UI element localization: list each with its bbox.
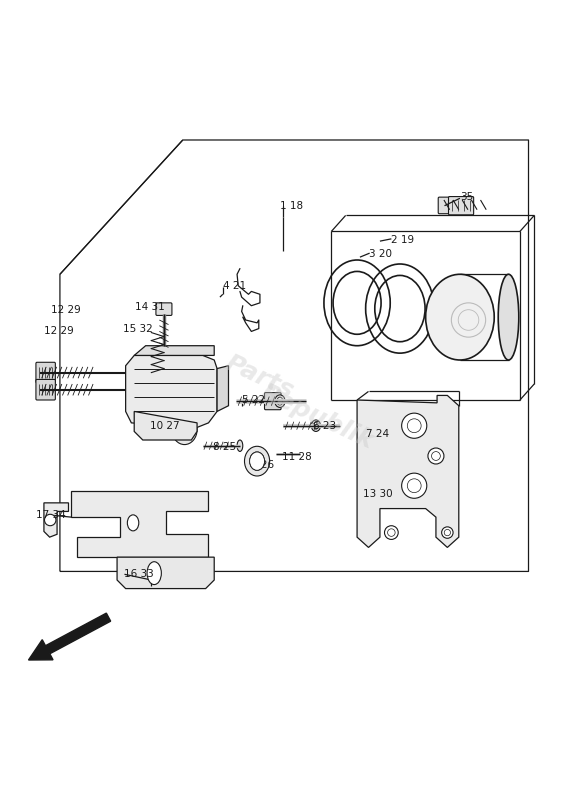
Text: 11 28: 11 28 — [282, 452, 312, 462]
Ellipse shape — [128, 515, 139, 531]
Text: 3 20: 3 20 — [369, 250, 392, 259]
Text: 5 22: 5 22 — [242, 395, 265, 405]
Polygon shape — [357, 395, 459, 547]
FancyBboxPatch shape — [156, 303, 172, 315]
Text: Republik: Republik — [257, 381, 377, 454]
Text: 17 34: 17 34 — [36, 510, 66, 521]
Text: 12 29: 12 29 — [51, 305, 81, 314]
FancyBboxPatch shape — [264, 393, 281, 410]
Text: 14 31: 14 31 — [136, 302, 165, 313]
Polygon shape — [134, 346, 214, 355]
Text: 10 27: 10 27 — [150, 421, 180, 430]
Text: 6 23: 6 23 — [313, 421, 336, 430]
Text: 16 33: 16 33 — [125, 570, 154, 579]
Text: 2 19: 2 19 — [391, 235, 414, 245]
Ellipse shape — [245, 446, 269, 476]
FancyBboxPatch shape — [438, 197, 451, 214]
Circle shape — [402, 473, 427, 498]
Text: 15 32: 15 32 — [123, 323, 152, 334]
Ellipse shape — [250, 452, 264, 470]
Text: 4 21: 4 21 — [223, 281, 246, 290]
FancyBboxPatch shape — [448, 197, 474, 215]
Circle shape — [402, 413, 427, 438]
Polygon shape — [134, 411, 197, 440]
FancyBboxPatch shape — [36, 362, 55, 383]
Text: 1 18: 1 18 — [280, 201, 303, 210]
Polygon shape — [72, 491, 208, 557]
Ellipse shape — [378, 426, 387, 437]
Ellipse shape — [172, 415, 197, 445]
Circle shape — [432, 452, 440, 461]
Text: 12 29: 12 29 — [44, 326, 74, 337]
Ellipse shape — [498, 274, 519, 360]
Circle shape — [407, 419, 421, 433]
Text: Parts: Parts — [222, 351, 298, 403]
Circle shape — [388, 529, 395, 536]
Circle shape — [384, 526, 398, 539]
FancyArrow shape — [28, 613, 111, 660]
Ellipse shape — [277, 397, 283, 405]
Text: 8 25: 8 25 — [213, 442, 236, 452]
Text: 35: 35 — [460, 192, 473, 202]
FancyBboxPatch shape — [36, 379, 55, 400]
Ellipse shape — [147, 562, 162, 585]
Ellipse shape — [380, 428, 385, 435]
Circle shape — [444, 530, 451, 536]
Text: 7 24: 7 24 — [366, 430, 389, 439]
Text: 13 30: 13 30 — [363, 490, 392, 499]
Ellipse shape — [275, 395, 285, 407]
Circle shape — [441, 527, 453, 538]
Circle shape — [428, 448, 444, 464]
Circle shape — [407, 479, 421, 493]
Ellipse shape — [237, 440, 243, 451]
Polygon shape — [117, 557, 214, 589]
Polygon shape — [126, 355, 217, 429]
Ellipse shape — [250, 452, 264, 470]
Ellipse shape — [426, 274, 494, 360]
Ellipse shape — [312, 420, 320, 431]
Ellipse shape — [313, 422, 319, 429]
Polygon shape — [44, 503, 69, 537]
Text: 9 26: 9 26 — [252, 459, 275, 470]
Circle shape — [44, 514, 56, 526]
Polygon shape — [217, 366, 228, 411]
